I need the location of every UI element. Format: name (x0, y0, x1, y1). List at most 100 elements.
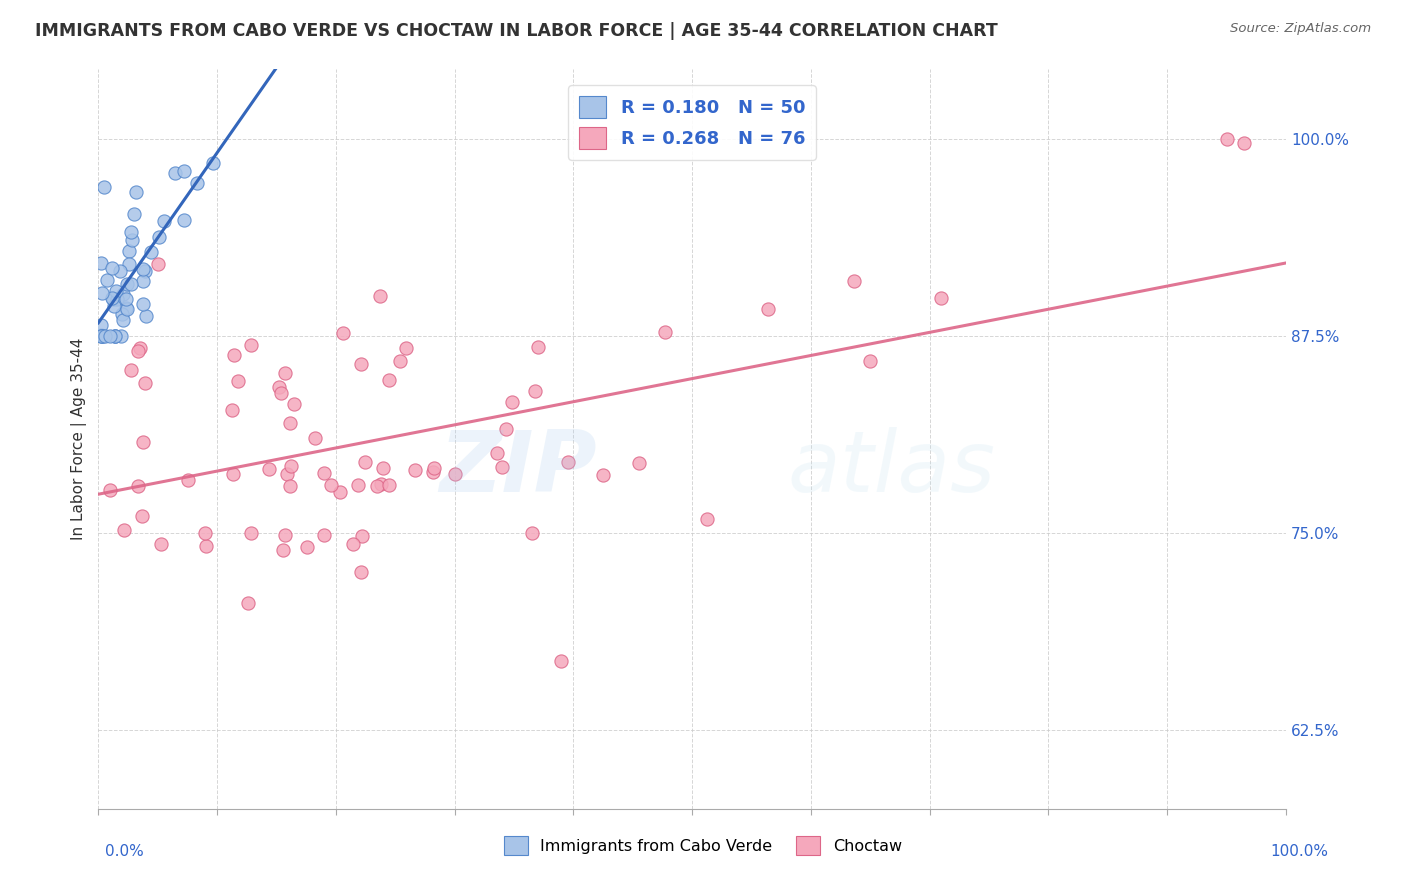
Point (222, 348, 245, 362)
Point (295, 540, 318, 554)
Point (592, 467, 614, 482)
Point (270, 386, 292, 401)
Point (153, 213, 176, 227)
Point (1233, 136, 1256, 150)
Point (112, 287, 135, 301)
Point (105, 284, 128, 298)
Y-axis label: In Labor Force | Age 35-44: In Labor Force | Age 35-44 (72, 337, 87, 540)
Point (132, 262, 155, 277)
Point (165, 166, 187, 180)
Point (368, 288, 391, 302)
Point (114, 301, 136, 316)
Point (93, 179, 115, 194)
Point (115, 301, 138, 316)
Point (557, 454, 579, 468)
Point (526, 340, 548, 354)
Point (90, 329, 112, 343)
Point (120, 225, 142, 239)
Point (332, 326, 354, 341)
Point (91, 329, 114, 343)
Point (105, 292, 128, 306)
Point (654, 325, 676, 339)
Point (110, 263, 132, 277)
Point (221, 403, 243, 417)
Point (342, 537, 364, 551)
Point (314, 466, 336, 480)
Point (280, 459, 302, 474)
Point (124, 185, 146, 199)
Point (141, 245, 163, 260)
Point (112, 523, 135, 537)
Point (104, 329, 127, 343)
Point (404, 463, 426, 477)
Point (127, 344, 149, 359)
Point (112, 313, 135, 327)
Point (101, 292, 124, 306)
Point (132, 274, 155, 288)
Point (859, 354, 882, 368)
Point (274, 366, 297, 380)
Point (422, 465, 444, 479)
Legend: Immigrants from Cabo Verde, Choctaw: Immigrants from Cabo Verde, Choctaw (498, 830, 908, 862)
Point (366, 479, 388, 493)
Point (378, 477, 401, 491)
Point (278, 478, 301, 492)
Point (395, 341, 418, 355)
Point (371, 461, 394, 475)
Point (100, 260, 122, 275)
Point (110, 329, 132, 343)
Point (485, 445, 508, 459)
Point (94, 329, 117, 343)
Point (131, 508, 153, 523)
Point (98, 329, 121, 343)
Point (378, 373, 401, 387)
Point (550, 654, 572, 668)
Point (271, 543, 294, 558)
Point (103, 299, 125, 313)
Point (134, 263, 156, 277)
Point (122, 207, 145, 221)
Point (350, 358, 373, 372)
Legend: R = 0.180   N = 50, R = 0.268   N = 76: R = 0.180 N = 50, R = 0.268 N = 76 (568, 85, 815, 160)
Point (491, 460, 513, 475)
Point (91, 285, 114, 300)
Point (756, 302, 779, 317)
Point (100, 291, 122, 305)
Point (129, 341, 152, 355)
Point (267, 380, 290, 394)
Point (842, 274, 865, 288)
Point (495, 422, 517, 436)
Point (312, 528, 335, 542)
Point (186, 177, 208, 191)
Point (352, 529, 374, 543)
Point (274, 528, 297, 542)
Point (177, 474, 200, 488)
Point (127, 479, 149, 493)
Point (98, 483, 121, 498)
Point (278, 417, 301, 431)
Text: atlas: atlas (787, 427, 995, 510)
Text: IMMIGRANTS FROM CABO VERDE VS CHOCTAW IN LABOR FORCE | AGE 35-44 CORRELATION CHA: IMMIGRANTS FROM CABO VERDE VS CHOCTAW IN… (35, 22, 998, 40)
Point (131, 297, 153, 311)
Point (90, 256, 112, 270)
Text: ZIP: ZIP (440, 427, 598, 510)
Point (90, 328, 112, 343)
Point (146, 257, 169, 271)
Point (239, 338, 262, 352)
Point (1215, 132, 1237, 146)
Point (304, 431, 326, 445)
Point (118, 257, 141, 271)
Point (329, 484, 352, 499)
Point (132, 435, 155, 450)
Point (195, 539, 218, 553)
Point (173, 163, 195, 178)
Text: Source: ZipAtlas.com: Source: ZipAtlas.com (1230, 22, 1371, 36)
Point (388, 354, 411, 368)
Point (150, 537, 173, 551)
Point (115, 292, 138, 306)
Point (443, 467, 465, 481)
Point (931, 291, 953, 305)
Point (118, 244, 141, 258)
Point (120, 363, 142, 377)
Point (628, 456, 651, 470)
